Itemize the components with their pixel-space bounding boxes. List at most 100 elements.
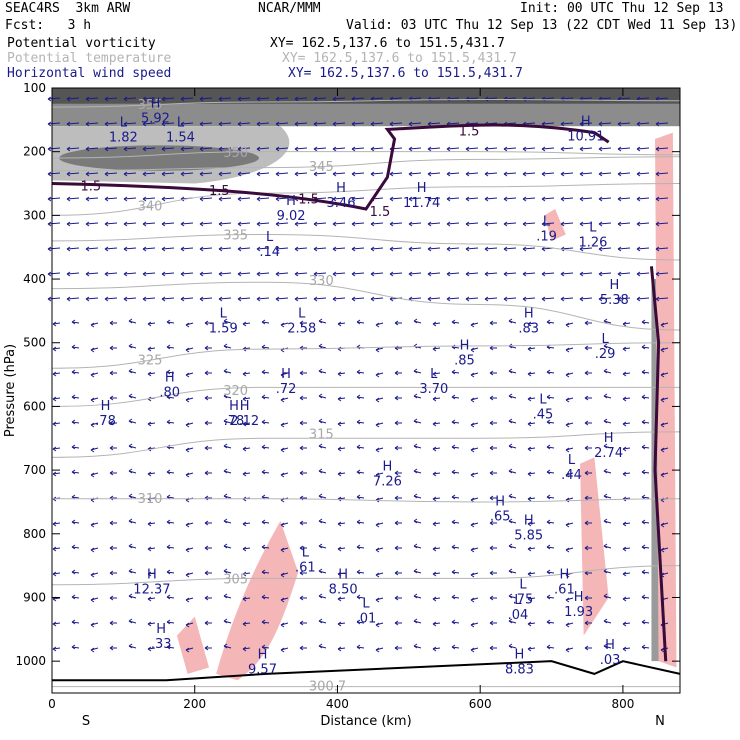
wind-vector <box>142 172 156 175</box>
theta-contour-label: 345 <box>309 160 334 175</box>
wind-vector-head <box>223 593 228 599</box>
wind-vector-head <box>370 221 375 227</box>
wind-vector <box>242 422 251 425</box>
plot-area <box>52 88 680 693</box>
wind-vector-head <box>147 371 152 377</box>
wind-vector <box>541 172 555 175</box>
wind-vector-head <box>128 618 133 624</box>
wind-vector <box>560 197 574 200</box>
wind-vector-head <box>527 621 532 627</box>
wind-vector-head <box>280 447 285 453</box>
pv-contours: 1.5 1.5 1.5 1.5 1.5 <box>51 123 668 662</box>
wind-vector <box>71 371 80 374</box>
wind-vector-head <box>484 146 489 152</box>
wind-vector-head <box>370 171 375 177</box>
wind-vector-head <box>52 346 57 352</box>
wind-vector <box>370 122 384 125</box>
extremum-value: .85 <box>454 353 475 368</box>
wind-vector <box>622 472 631 475</box>
wind-vector <box>636 247 650 250</box>
wind-vector-head <box>318 568 323 574</box>
wind-vector-head <box>375 522 380 528</box>
wind-vector <box>446 97 460 100</box>
wind-vector <box>337 522 346 525</box>
extremum-type: H <box>383 459 393 474</box>
wind-vector-head <box>166 469 171 475</box>
wind-vector-head <box>641 344 646 350</box>
wind-vector-head <box>337 621 342 627</box>
wind-vector-head <box>337 396 342 402</box>
wind-vector-head <box>332 146 337 152</box>
wind-vector-head <box>256 146 261 152</box>
wind-vector-head <box>413 418 418 424</box>
wind-vector-head <box>356 469 361 475</box>
wind-vector-head <box>641 369 646 375</box>
wind-vector <box>275 222 289 225</box>
wind-vector-head <box>470 447 475 453</box>
wind-vector-head <box>166 344 171 350</box>
wind-vector-head <box>489 595 494 601</box>
wind-vector-head <box>52 621 57 627</box>
wind-vector-head <box>565 622 570 628</box>
wind-vector-head <box>375 372 380 378</box>
wind-vector <box>104 197 118 200</box>
wind-vector <box>337 447 346 450</box>
wind-vector-head <box>275 146 280 152</box>
wind-vector-head <box>394 395 399 401</box>
wind-vector <box>560 297 574 300</box>
valid-label: Valid: 03 UTC Thu 12 Sep 13 (22 CDT Wed … <box>346 18 738 33</box>
extremum-type: H <box>101 399 111 414</box>
wind-vector-head <box>432 496 437 502</box>
pink-patch <box>176 616 209 674</box>
wind-vector-head <box>565 397 570 403</box>
wind-vector <box>161 272 175 275</box>
wind-vector-head <box>465 171 470 177</box>
wind-vector-head <box>104 271 109 277</box>
wind-vector <box>123 172 137 175</box>
wind-vector-head <box>256 196 261 202</box>
wind-vector <box>465 122 479 125</box>
wind-vector <box>636 147 650 150</box>
wind-vector <box>66 247 80 250</box>
wind-vector <box>484 272 498 275</box>
extremum-type: H <box>605 638 615 653</box>
wind-vector <box>256 297 270 300</box>
extremum-value: 1.82 <box>109 131 138 146</box>
wind-vector-head <box>603 518 608 524</box>
wind-vector <box>218 97 232 100</box>
extremum-label: H.83 <box>518 307 539 337</box>
wind-vector-head <box>52 321 57 327</box>
wind-vector-head <box>256 96 261 102</box>
wind-vector <box>432 622 441 625</box>
wind-vector-head <box>546 594 551 600</box>
wind-vector-head <box>565 322 570 328</box>
wind-vector <box>294 272 308 275</box>
wind-vector-head <box>261 594 266 600</box>
wind-vector-head <box>204 345 209 351</box>
wind-vector <box>104 172 118 175</box>
extremum-type: L <box>298 307 306 322</box>
wind-vector-head <box>104 171 109 177</box>
wind-vector <box>256 222 270 225</box>
wind-vector <box>147 547 156 550</box>
wind-vector-head <box>109 645 114 651</box>
wind-vector-head <box>408 221 413 227</box>
wind-vector <box>598 172 612 175</box>
wind-vector-head <box>109 370 114 376</box>
wind-vector-head <box>432 396 437 402</box>
wind-vector-head <box>147 571 152 577</box>
wind-vector-head <box>280 522 285 528</box>
pv-contour-line <box>649 266 668 662</box>
wind-vector-head <box>394 420 399 426</box>
wind-vector <box>294 122 308 125</box>
wind-vector-head <box>318 593 323 599</box>
wind-vector-head <box>161 96 166 102</box>
wind-vector-head <box>66 171 71 177</box>
wind-vector-head <box>351 221 356 227</box>
wind-vector-head <box>185 347 190 353</box>
wind-vector <box>527 497 536 500</box>
extremum-type: H <box>286 194 296 209</box>
wind-vector-head <box>584 545 589 551</box>
wind-vector-head <box>199 221 204 227</box>
wind-vector-head <box>237 121 242 127</box>
